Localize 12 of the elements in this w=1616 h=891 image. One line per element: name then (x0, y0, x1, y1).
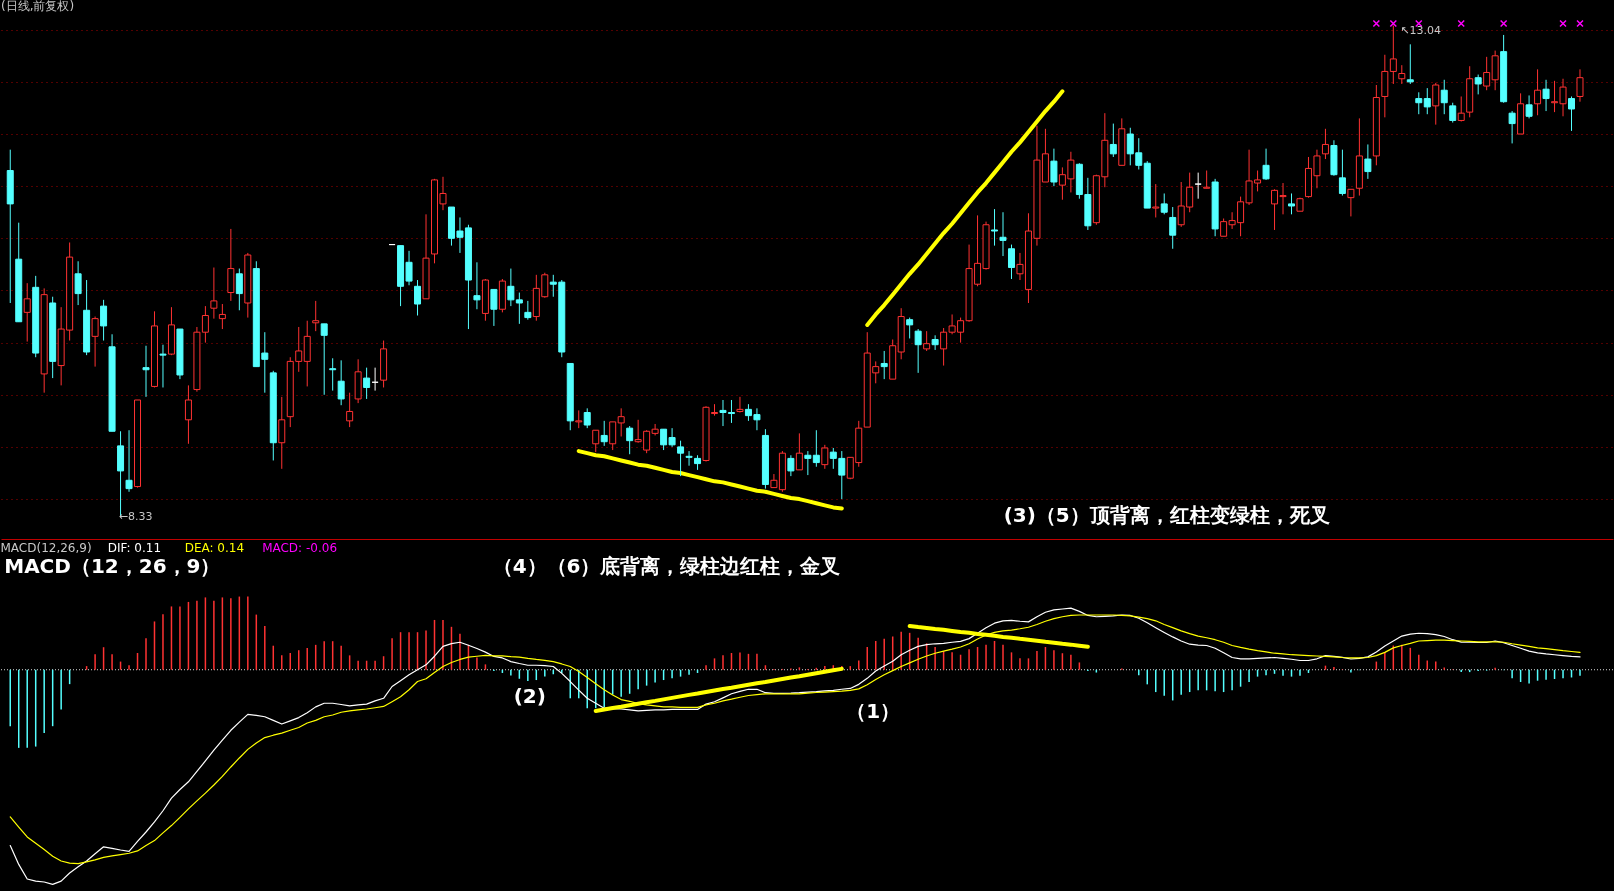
annotation: （1） (846, 699, 901, 724)
text: MACD: -0.06 (262, 540, 338, 555)
chart-title: MACD(12,26,9) (0, 541, 92, 555)
annotation: (2) (513, 683, 546, 708)
chart-title: (日线,前复权) (1, 0, 75, 14)
text: MACD（12，26，9） (4, 554, 221, 579)
text: （4）（6）底背离，绿柱边红柱，金叉 (492, 554, 841, 579)
annotation: (3)（5）顶背离，红柱变绿柱，死叉 (1003, 502, 1330, 527)
text: DIF: 0.11 (107, 541, 162, 555)
annotation: ←8.33 (118, 510, 153, 524)
annotation: ↖13.04 (1400, 24, 1441, 38)
text: DEA: 0.14 (184, 541, 245, 555)
